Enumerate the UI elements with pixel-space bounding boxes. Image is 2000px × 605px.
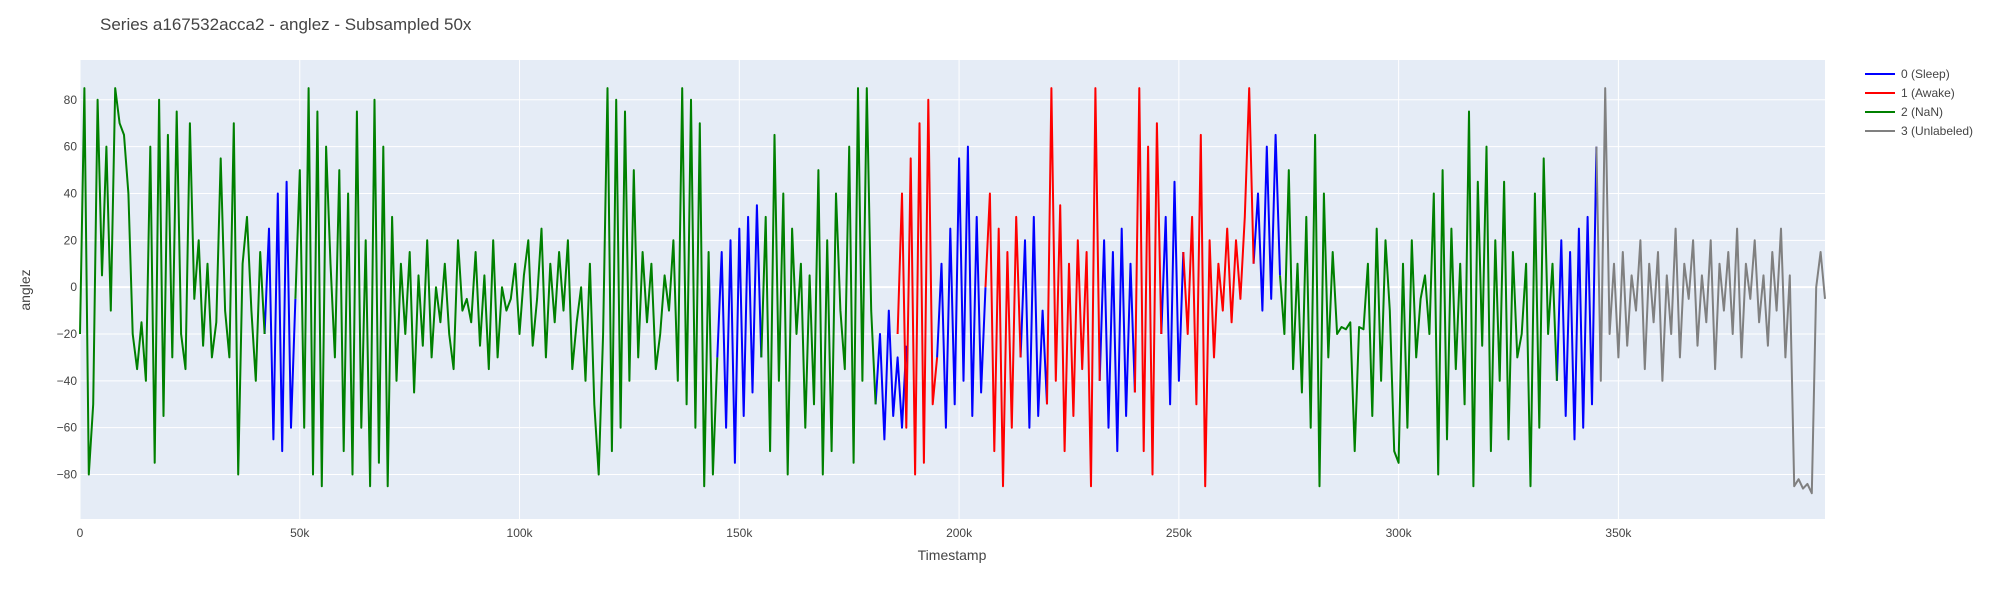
series-line-1 — [1182, 87, 1255, 488]
axes: 0 50k 100k 150k 200k 250k 300k 350k −80 −60 −40 −20… — [57, 93, 1633, 540]
y-tick-label: −60 — [57, 421, 78, 435]
x-tick-label: 150k — [726, 526, 753, 540]
y-tick-label: 40 — [64, 186, 78, 200]
series-line-0 — [263, 180, 297, 453]
legend[interactable]: 0 (Sleep) 1 (Awake) 2 (NaN) 3 (Unlabeled) — [1865, 67, 1973, 138]
legend-item-1[interactable]: 1 (Awake) — [1865, 86, 1955, 100]
x-tick-label: 100k — [507, 526, 534, 540]
y-tick-label: 60 — [64, 140, 78, 154]
x-tick-label: 250k — [1166, 526, 1193, 540]
legend-item-0[interactable]: 0 (Sleep) — [1865, 67, 1950, 81]
x-axis-label: Timestamp — [918, 547, 987, 563]
legend-label: 0 (Sleep) — [1901, 67, 1950, 81]
series-line-1 — [1046, 87, 1101, 488]
series-line-0 — [1252, 133, 1281, 312]
series-line-0 — [1555, 146, 1598, 441]
series-line-3 — [1595, 87, 1826, 495]
legend-label: 3 (Unlabeled) — [1901, 124, 1973, 138]
legend-label: 1 (Awake) — [1901, 86, 1955, 100]
x-tick-label: 200k — [946, 526, 973, 540]
y-tick-label: −80 — [57, 468, 78, 482]
y-tick-label: 0 — [70, 280, 77, 294]
series-line-0 — [874, 309, 908, 441]
series-line-2 — [1279, 110, 1558, 488]
x-tick-label: 50k — [290, 526, 310, 540]
x-tick-label: 0 — [77, 526, 84, 540]
y-tick-label: −40 — [57, 374, 78, 388]
series-line-0 — [716, 204, 763, 464]
series-line-1 — [984, 192, 1022, 488]
series-line-0 — [1160, 180, 1185, 406]
series-line-1 — [896, 98, 939, 476]
series-line-0 — [1098, 227, 1136, 453]
legend-item-2[interactable]: 2 (NaN) — [1865, 105, 1943, 119]
x-tick-label: 350k — [1605, 526, 1632, 540]
y-tick-label: 20 — [64, 233, 78, 247]
x-tick-label: 300k — [1386, 526, 1413, 540]
series-line-2 — [760, 87, 877, 476]
series-line-2 — [294, 87, 719, 488]
series-line-2 — [79, 87, 266, 476]
series-line-0 — [936, 145, 987, 429]
chart-title: Series a167532acca2 - anglez - Subsample… — [100, 15, 472, 34]
legend-item-3[interactable]: 3 (Unlabeled) — [1865, 124, 1973, 138]
y-axis-label: anglez — [17, 269, 33, 310]
legend-label: 2 (NaN) — [1901, 105, 1943, 119]
series-line-1 — [1133, 87, 1163, 476]
y-tick-label: 80 — [64, 93, 78, 107]
series-line-0 — [1019, 215, 1048, 429]
series-lines — [79, 87, 1826, 495]
y-tick-label: −20 — [57, 327, 78, 341]
